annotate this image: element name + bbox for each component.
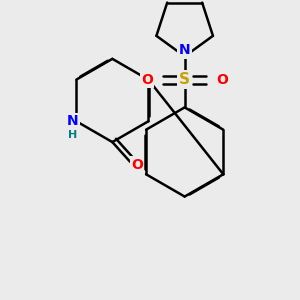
Text: O: O <box>216 73 228 87</box>
Text: N: N <box>179 43 190 57</box>
Text: S: S <box>179 72 190 87</box>
Text: H: H <box>68 130 77 140</box>
Text: N: N <box>67 114 78 128</box>
Text: O: O <box>131 158 143 172</box>
Text: O: O <box>141 73 153 87</box>
